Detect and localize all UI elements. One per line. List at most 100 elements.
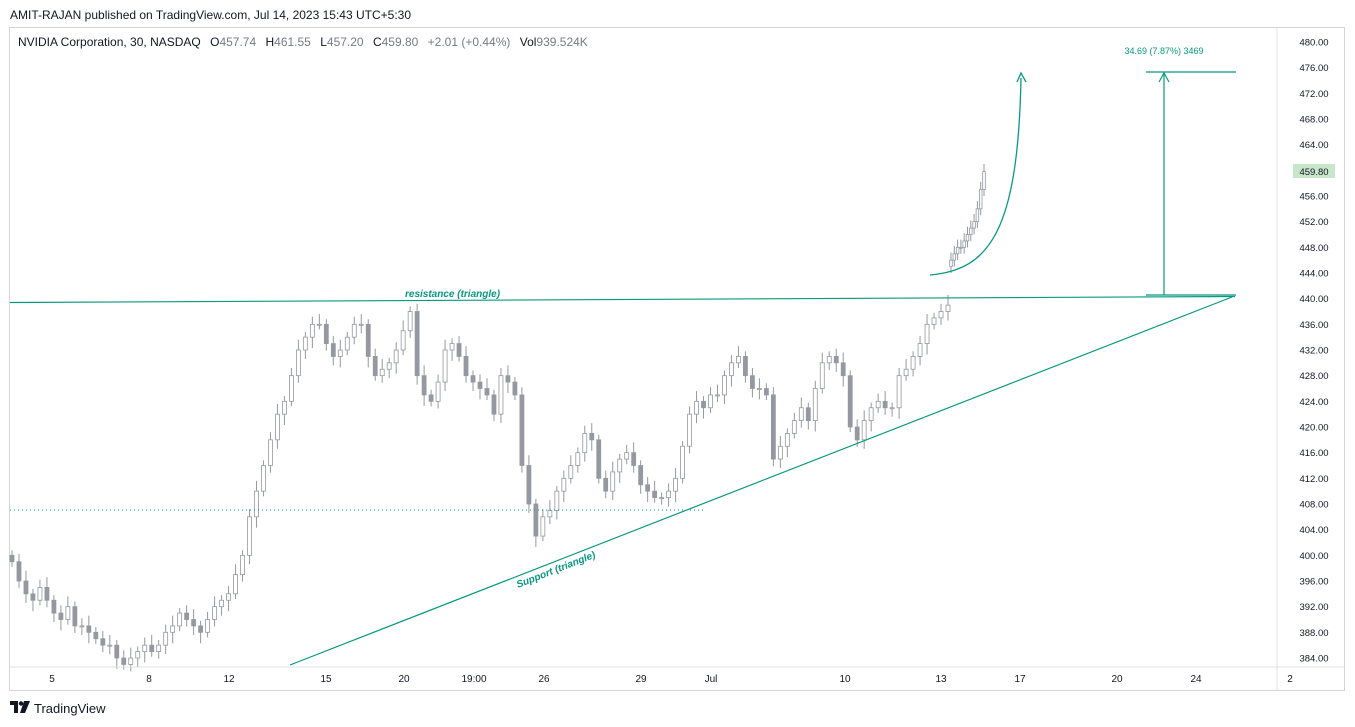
candle-body[interactable]	[86, 625, 92, 633]
candle-body[interactable]	[351, 323, 357, 338]
candle-body[interactable]	[30, 593, 36, 601]
candle-body[interactable]	[526, 465, 532, 505]
candle-body[interactable]	[205, 619, 210, 633]
candle-body[interactable]	[407, 311, 413, 332]
candle-body[interactable]	[72, 606, 78, 627]
candle-body[interactable]	[163, 631, 169, 646]
candle-body[interactable]	[254, 490, 259, 518]
candle-body[interactable]	[680, 445, 685, 479]
candle-body[interactable]	[652, 490, 658, 498]
candle-body[interactable]	[316, 323, 322, 326]
candle-body[interactable]	[533, 503, 539, 537]
candle-body[interactable]	[833, 356, 839, 364]
candle-body[interactable]	[477, 381, 483, 389]
candle-body[interactable]	[708, 394, 713, 409]
candle-body[interactable]	[938, 311, 944, 319]
footer-brand[interactable]: TradingView	[10, 701, 106, 716]
candle-body[interactable]	[617, 458, 623, 473]
candle-body[interactable]	[51, 599, 57, 614]
candle-body[interactable]	[498, 375, 504, 415]
candle-body[interactable]	[791, 420, 797, 434]
candle-body[interactable]	[659, 497, 665, 499]
candle-body[interactable]	[631, 452, 637, 466]
candle-body[interactable]	[491, 394, 497, 415]
candle-body[interactable]	[37, 587, 43, 601]
candle-body[interactable]	[812, 388, 818, 421]
candle-body[interactable]	[23, 580, 29, 595]
candle-body[interactable]	[715, 394, 720, 397]
candle-body[interactable]	[610, 471, 616, 492]
candle-body[interactable]	[268, 439, 273, 466]
candle-body[interactable]	[736, 356, 741, 364]
candle-body[interactable]	[770, 394, 776, 460]
candle-body[interactable]	[170, 625, 176, 633]
candle-body[interactable]	[568, 465, 574, 479]
candle-body[interactable]	[673, 477, 678, 492]
candle-body[interactable]	[982, 171, 986, 190]
candle-body[interactable]	[365, 323, 371, 357]
candle-body[interactable]	[575, 452, 581, 466]
candle-body[interactable]	[910, 356, 916, 370]
candle-body[interactable]	[965, 234, 970, 242]
candle-body[interactable]	[435, 381, 441, 402]
projection-curve[interactable]	[929, 77, 1022, 276]
candle-body[interactable]	[596, 439, 602, 479]
candle-body[interactable]	[463, 356, 469, 377]
candle-body[interactable]	[470, 375, 476, 383]
candle-body[interactable]	[519, 394, 525, 466]
candle-body[interactable]	[386, 362, 392, 370]
candle-body[interactable]	[694, 400, 699, 415]
candle-body[interactable]	[484, 388, 490, 396]
candle-body[interactable]	[917, 343, 923, 357]
candle-body[interactable]	[121, 657, 127, 665]
candle-body[interactable]	[547, 510, 553, 518]
candle-body[interactable]	[889, 407, 895, 410]
candle-body[interactable]	[247, 516, 252, 556]
candle-body[interactable]	[93, 631, 99, 640]
candle-body[interactable]	[449, 343, 455, 351]
candle-body[interactable]	[589, 433, 595, 441]
candle-body[interactable]	[456, 343, 462, 357]
candle-body[interactable]	[743, 356, 748, 377]
candle-body[interactable]	[16, 561, 22, 582]
candle-body[interactable]	[184, 612, 190, 620]
candle-body[interactable]	[128, 657, 134, 665]
candle-body[interactable]	[226, 593, 231, 601]
chart-pane[interactable]	[9, 27, 1345, 691]
candle-body[interactable]	[952, 253, 956, 261]
candle-body[interactable]	[212, 606, 217, 620]
candle-body[interactable]	[512, 381, 518, 396]
candle-body[interactable]	[624, 452, 630, 460]
candle-body[interactable]	[177, 612, 183, 627]
candle-body[interactable]	[896, 375, 902, 409]
candle-body[interactable]	[666, 490, 671, 498]
candle-body[interactable]	[505, 375, 511, 383]
candle-body[interactable]	[969, 227, 973, 235]
candle-body[interactable]	[107, 644, 113, 647]
candle-body[interactable]	[323, 323, 329, 344]
candle-body[interactable]	[826, 356, 832, 364]
candle-body[interactable]	[701, 400, 706, 409]
candle-body[interactable]	[638, 465, 644, 486]
candle-body[interactable]	[295, 349, 301, 377]
resistance-line[interactable]	[9, 295, 1236, 304]
candle-body[interactable]	[777, 445, 783, 460]
candle-body[interactable]	[729, 362, 734, 377]
candle-body[interactable]	[979, 189, 983, 210]
candle-body[interactable]	[309, 323, 315, 338]
symbol-name[interactable]: NVIDIA Corporation, 30, NASDAQ	[18, 35, 201, 49]
candle-body[interactable]	[972, 221, 976, 229]
candle-body[interactable]	[645, 484, 651, 492]
candle-body[interactable]	[819, 362, 825, 389]
candle-body[interactable]	[603, 477, 609, 492]
candle-body[interactable]	[289, 375, 294, 402]
candle-body[interactable]	[240, 554, 245, 575]
candle-body[interactable]	[582, 433, 588, 454]
candle-body[interactable]	[949, 259, 953, 267]
candle-body[interactable]	[763, 388, 769, 396]
candle-body[interactable]	[44, 587, 50, 601]
candle-body[interactable]	[421, 375, 427, 396]
candle-body[interactable]	[58, 612, 64, 620]
candle-body[interactable]	[261, 465, 266, 492]
